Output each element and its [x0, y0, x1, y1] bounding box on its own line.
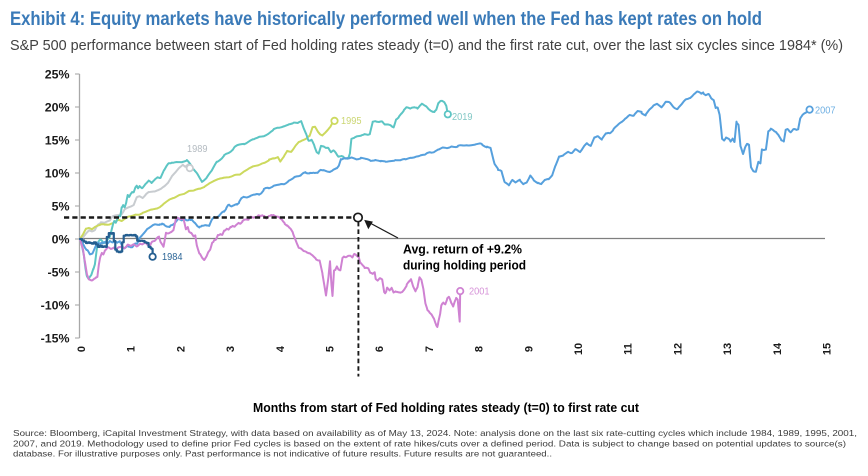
svg-text:-5%: -5% [47, 265, 69, 279]
svg-text:database. For illustrative pur: database. For illustrative purposes only… [13, 449, 552, 459]
svg-text:Avg. return of +9.2%: Avg. return of +9.2% [403, 242, 522, 257]
svg-text:13: 13 [722, 343, 734, 355]
svg-text:Exhibit 4: Equity markets have: Exhibit 4: Equity markets have historica… [10, 8, 762, 30]
svg-text:20%: 20% [45, 100, 70, 114]
svg-text:3: 3 [225, 346, 237, 352]
svg-text:0%: 0% [52, 232, 70, 246]
svg-text:1: 1 [126, 346, 138, 352]
svg-text:10: 10 [573, 343, 585, 355]
svg-text:5: 5 [325, 346, 337, 352]
svg-text:Months from start of Fed holdi: Months from start of Fed holding rates s… [253, 400, 640, 415]
svg-text:1995: 1995 [341, 116, 362, 127]
svg-text:2001: 2001 [469, 287, 490, 298]
svg-text:4: 4 [275, 345, 287, 352]
svg-text:2007, and 2019. Methodology us: 2007, and 2019. Methodology used to defi… [13, 438, 846, 448]
svg-text:5%: 5% [52, 199, 70, 213]
svg-text:2019: 2019 [452, 112, 473, 123]
svg-text:Source: Bloomberg, iCapital In: Source: Bloomberg, iCapital Investment S… [13, 428, 857, 438]
svg-text:14: 14 [772, 342, 784, 355]
svg-text:9: 9 [523, 346, 535, 352]
svg-text:6: 6 [374, 346, 386, 352]
svg-text:11: 11 [623, 343, 635, 355]
svg-text:S&P 500 performance between st: S&P 500 performance between start of Fed… [10, 37, 843, 54]
svg-text:2007: 2007 [815, 106, 836, 117]
svg-text:1984: 1984 [162, 252, 183, 263]
svg-text:-10%: -10% [41, 298, 70, 312]
svg-text:15%: 15% [45, 133, 70, 147]
svg-text:12: 12 [672, 343, 684, 355]
svg-text:2: 2 [175, 346, 187, 352]
svg-text:-15%: -15% [41, 331, 70, 345]
svg-text:0: 0 [76, 346, 88, 352]
svg-text:1989: 1989 [187, 144, 208, 155]
svg-text:8: 8 [474, 346, 486, 352]
svg-text:15: 15 [822, 343, 834, 355]
svg-text:25%: 25% [45, 67, 70, 81]
svg-text:during holding period: during holding period [403, 258, 526, 273]
svg-text:7: 7 [424, 346, 436, 352]
svg-text:10%: 10% [45, 166, 70, 180]
